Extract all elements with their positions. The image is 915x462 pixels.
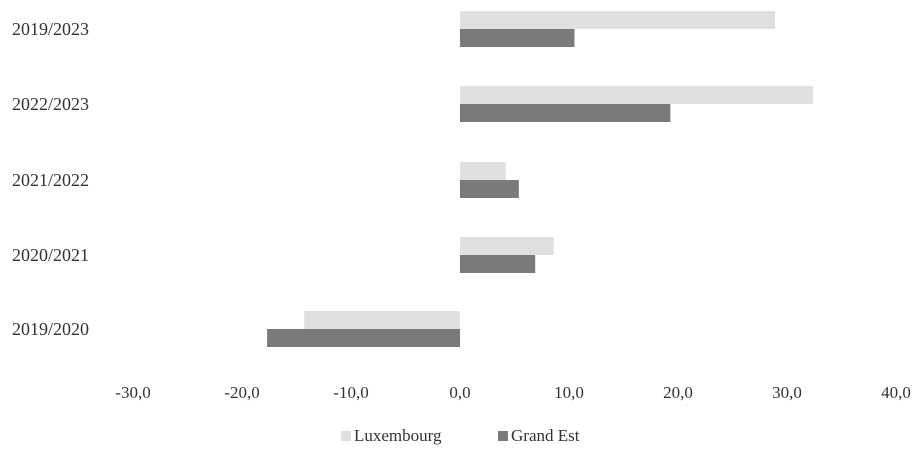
legend-label: Luxembourg (354, 426, 442, 445)
category-label: 2022/2023 (12, 94, 89, 114)
category-label: 2020/2021 (12, 245, 89, 265)
x-tick-label: 10,0 (554, 383, 584, 402)
bar-luxembourg (460, 11, 776, 29)
category-label: 2019/2020 (12, 319, 89, 339)
bar-grand-est (460, 29, 575, 47)
x-tick-label: -10,0 (333, 383, 368, 402)
x-tick-label: -30,0 (115, 383, 150, 402)
legend-swatch (341, 431, 351, 441)
x-tick-label: 30,0 (772, 383, 802, 402)
category-label: 2019/2023 (12, 19, 89, 39)
bar-grand-est (460, 180, 519, 198)
x-tick-label: 0,0 (449, 383, 470, 402)
bar-luxembourg (304, 311, 460, 329)
bar-grand-est (460, 104, 671, 122)
bar-luxembourg (460, 237, 554, 255)
x-tick-label: -20,0 (224, 383, 259, 402)
bar-grand-est (267, 329, 460, 347)
legend-label: Grand Est (511, 426, 580, 445)
bar-grand-est (460, 255, 536, 273)
x-tick-label: 40,0 (881, 383, 911, 402)
category-label: 2021/2022 (12, 170, 89, 190)
x-tick-label: 20,0 (663, 383, 693, 402)
bar-luxembourg (460, 162, 506, 180)
bar-luxembourg (460, 86, 814, 104)
legend-swatch (498, 431, 508, 441)
